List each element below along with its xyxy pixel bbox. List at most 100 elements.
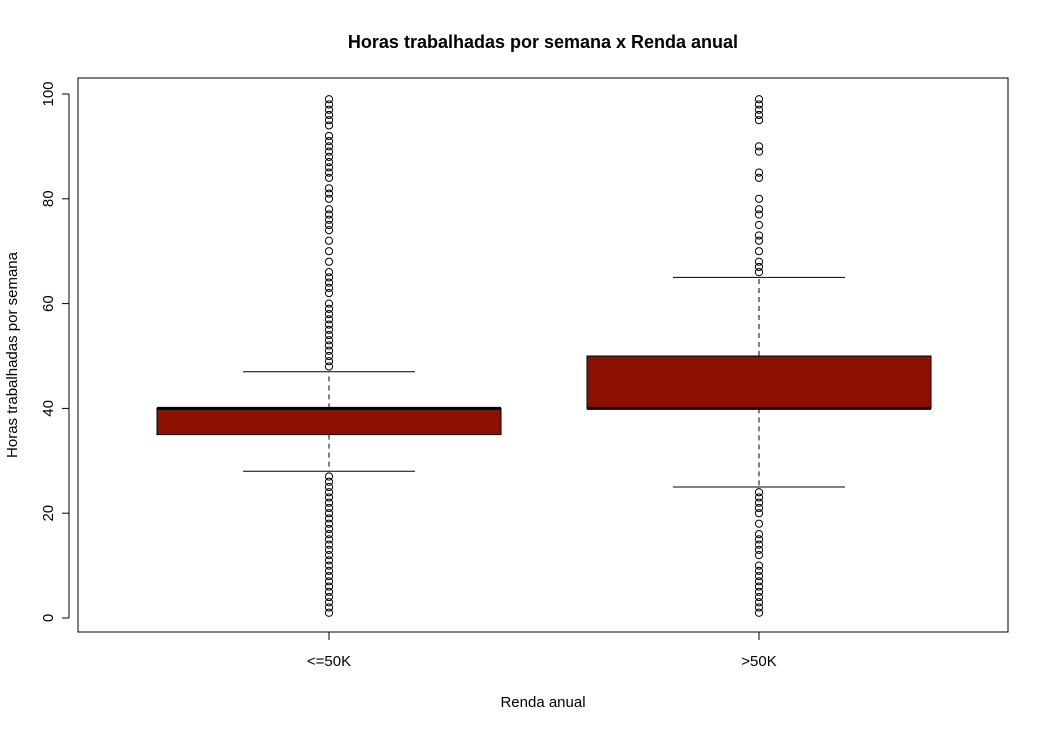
- outlier-point: [324, 131, 334, 141]
- outlier-point: [324, 592, 334, 602]
- iqr-box: [156, 407, 502, 436]
- box-group-gt-50k: [586, 95, 932, 617]
- chart-title: Horas trabalhadas por semana x Renda anu…: [348, 32, 738, 52]
- y-tick-label: 80: [40, 190, 57, 207]
- outlier-point: [324, 304, 334, 313]
- outlier-point: [754, 498, 764, 507]
- outlier-point: [324, 100, 334, 109]
- outlier-point: [324, 110, 334, 120]
- outlier-point: [324, 514, 334, 523]
- outlier-point: [324, 163, 334, 172]
- y-axis-label: Horas trabalhadas por semana: [4, 251, 21, 458]
- x-tick-label: >50K: [741, 653, 776, 670]
- outlier-point: [324, 184, 334, 193]
- outlier-point: [324, 346, 334, 355]
- outlier-point: [324, 477, 334, 486]
- outlier-point: [324, 472, 334, 481]
- outlier-point: [754, 582, 764, 591]
- outlier-point: [324, 325, 334, 334]
- outlier-point: [754, 530, 764, 539]
- outlier-point: [754, 519, 764, 528]
- boxes-layer: [156, 95, 932, 617]
- outlier-point: [754, 220, 764, 230]
- outlier-point: [324, 519, 334, 528]
- outlier-point: [754, 95, 764, 104]
- outlier-point: [324, 577, 334, 586]
- outlier-point: [324, 582, 334, 591]
- outlier-point: [324, 220, 334, 230]
- y-tick-label: 40: [40, 400, 57, 417]
- outlier-point: [324, 524, 334, 534]
- outlier-point: [754, 561, 764, 570]
- y-tick-label: 60: [40, 295, 57, 312]
- outlier-point: [324, 556, 334, 565]
- outlier-point: [754, 257, 764, 266]
- outlier-point: [324, 530, 334, 539]
- outlier-point: [324, 551, 334, 560]
- outlier-point: [324, 503, 334, 513]
- outlier-point: [754, 247, 764, 256]
- iqr-box: [586, 355, 932, 409]
- outlier-point: [324, 315, 334, 324]
- outlier-point: [324, 210, 334, 219]
- outlier-point: [324, 257, 334, 266]
- outlier-point: [754, 540, 764, 549]
- outlier-point: [324, 336, 334, 345]
- outlier-point: [754, 577, 764, 586]
- outlier-point: [754, 173, 764, 182]
- outlier-point: [324, 566, 334, 575]
- outlier-point: [754, 110, 764, 120]
- outlier-point: [324, 608, 334, 617]
- outlier-point: [324, 105, 334, 114]
- outlier-point: [324, 357, 334, 366]
- y-tick-label: 20: [40, 505, 57, 522]
- outlier-point: [754, 268, 764, 277]
- x-axis: <=50K >50K: [307, 632, 777, 670]
- outlier-point: [324, 571, 334, 581]
- y-axis: 0 20 40 60 80 100: [40, 81, 70, 622]
- outlier-point: [324, 598, 334, 607]
- outlier-point: [324, 603, 334, 612]
- outlier-point: [324, 278, 334, 287]
- outlier-point: [324, 545, 334, 554]
- outlier-point: [324, 320, 334, 329]
- x-tick-label: <=50K: [307, 653, 351, 670]
- outlier-point: [754, 493, 764, 502]
- outlier-point: [324, 247, 334, 256]
- outlier-point: [324, 205, 334, 214]
- outlier-point: [754, 571, 764, 581]
- outlier-point: [324, 493, 334, 502]
- outlier-point: [324, 498, 334, 507]
- outlier-point: [324, 587, 334, 596]
- outlier-point: [324, 215, 334, 224]
- plot-frame: [77, 77, 1009, 633]
- outlier-point: [754, 603, 764, 612]
- outlier-point: [754, 551, 764, 560]
- outlier-point: [324, 236, 334, 245]
- outlier-point: [754, 262, 764, 272]
- outlier-point: [324, 330, 334, 340]
- outlier-point: [324, 142, 334, 151]
- outlier-point: [754, 142, 764, 151]
- y-tick-label: 100: [40, 81, 57, 106]
- outlier-point: [324, 509, 334, 518]
- x-axis-label: Renda anual: [500, 694, 585, 711]
- outlier-point: [324, 158, 334, 167]
- outlier-point: [754, 509, 764, 518]
- outlier-point: [754, 231, 764, 240]
- outlier-point: [324, 116, 334, 125]
- outlier-point: [324, 309, 334, 319]
- outlier-point: [324, 362, 334, 371]
- outlier-point: [324, 95, 334, 104]
- outlier-point: [324, 152, 334, 161]
- outlier-point: [324, 147, 334, 156]
- outlier-point: [324, 283, 334, 292]
- outlier-point: [324, 189, 334, 198]
- outlier-point: [324, 289, 334, 298]
- outlier-point: [754, 503, 764, 513]
- outlier-point: [324, 273, 334, 282]
- outlier-point: [754, 116, 764, 125]
- outlier-point: [754, 598, 764, 607]
- outlier-point: [324, 173, 334, 182]
